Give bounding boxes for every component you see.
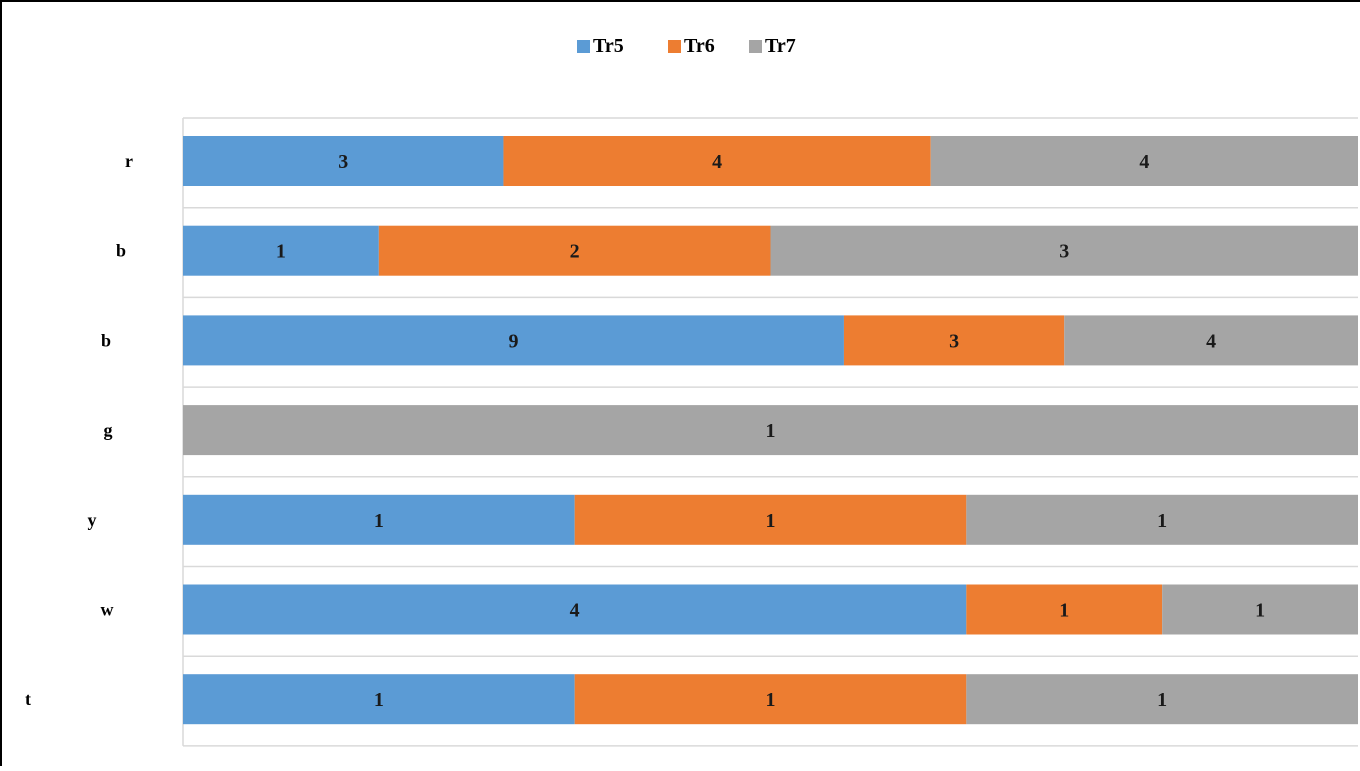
legend-label-tr6: Tr6 [684, 35, 715, 57]
bar-tr6-b [378, 225, 771, 276]
bar-tr6-b [843, 315, 1065, 366]
data-label: 1 [766, 420, 776, 442]
data-label: 1 [766, 689, 776, 711]
data-label: 1 [1255, 600, 1265, 622]
bar-tr5-r [183, 136, 504, 186]
category-label: t [25, 689, 31, 709]
bar-tr6-r [503, 136, 931, 186]
bar-tr7-g [183, 405, 1358, 456]
category-label: w [101, 600, 114, 620]
data-label: 1 [1059, 600, 1069, 622]
data-label: 4 [1206, 330, 1216, 352]
legend-label-tr5: Tr5 [593, 35, 624, 57]
data-label: 1 [276, 241, 286, 263]
bar-tr6-t [574, 674, 967, 725]
data-label: 4 [1139, 151, 1149, 173]
data-label: 1 [766, 510, 776, 532]
bar-tr7-b [770, 225, 1358, 276]
data-label: 1 [1157, 689, 1167, 711]
category-axis: r b b g y w t [25, 151, 133, 709]
data-label: 2 [570, 241, 580, 263]
bar-tr7-w [1162, 584, 1358, 635]
plot-area: 3 4 4 1 2 3 9 3 4 1 1 1 1 4 1 1 1 1 1 [182, 117, 1358, 747]
category-label: r [125, 151, 133, 171]
data-label: 1 [374, 689, 384, 711]
bar-tr6-y [574, 494, 967, 545]
data-label: 4 [570, 600, 580, 622]
bar-tr7-b [1064, 315, 1358, 366]
bar-tr5-w [183, 584, 967, 635]
data-label: 1 [374, 510, 384, 532]
bar-tr5-b [183, 315, 844, 366]
bar-tr7-r [930, 136, 1358, 186]
data-label: 3 [338, 151, 348, 173]
data-label: 4 [712, 151, 722, 173]
bar-tr5-t [183, 674, 575, 725]
bar-tr6-w [966, 584, 1163, 635]
legend: Tr5 Tr6 Tr7 [577, 35, 796, 57]
legend-label-tr7: Tr7 [765, 35, 796, 57]
legend-swatch-tr7 [749, 40, 762, 53]
category-label: b [101, 330, 111, 350]
bar-tr7-t [966, 674, 1358, 725]
data-label: 9 [508, 330, 518, 352]
legend-swatch-tr6 [668, 40, 681, 53]
bar-tr5-y [183, 494, 575, 545]
legend-swatch-tr5 [577, 40, 590, 53]
bar-tr7-y [966, 494, 1358, 545]
data-label: 3 [1059, 241, 1069, 263]
data-label: 3 [949, 330, 959, 352]
bar-tr5-b [183, 225, 379, 276]
category-label: g [104, 420, 113, 440]
category-label: b [116, 241, 126, 261]
data-label: 1 [1157, 510, 1167, 532]
category-label: y [88, 510, 97, 530]
